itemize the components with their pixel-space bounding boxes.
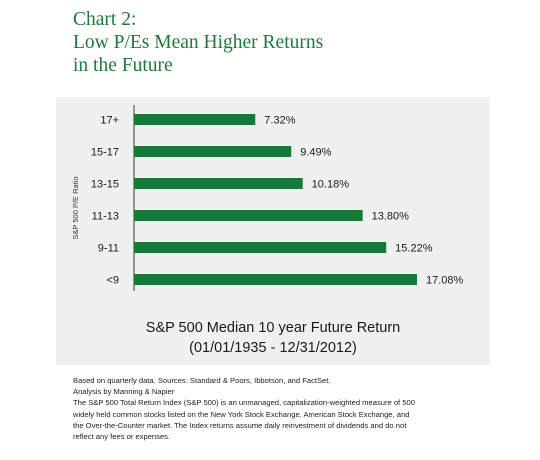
value-label: 15.22%: [395, 243, 433, 255]
category-label: 11-13: [92, 211, 119, 223]
category-label: 15-17: [91, 147, 119, 159]
y-axis-label: S&P 500 P/E Ratio: [71, 176, 80, 239]
bar-chart: S&P 500 P/E Ratio 17+ 7.32% 15-17 9.49% 13-15…: [71, 105, 464, 291]
footnote-line: the Over-the-Counter market. The Index r…: [73, 420, 407, 430]
bar: [134, 274, 417, 285]
category-label: 17+: [100, 115, 119, 127]
title-line-2: Low P/Es Mean Higher Returns: [73, 32, 324, 53]
title-line-3: in the Future: [73, 55, 173, 76]
x-axis-label-line-2: (01/01/1935 - 12/31/2012): [189, 340, 357, 356]
chart-panel: [56, 97, 490, 365]
value-label: 9.49%: [300, 147, 331, 159]
footnote-line: reflect any fees or expenses.: [73, 432, 171, 442]
value-label: 17.08%: [426, 275, 464, 287]
bar: [134, 242, 387, 253]
x-axis-label-line-1: S&P 500 Median 10 year Future Return: [145, 320, 401, 336]
category-label: 9-11: [98, 243, 119, 255]
footnote-line: Analysis by Manning & Napier: [73, 387, 175, 397]
value-label: 7.32%: [264, 115, 295, 127]
value-label: 10.18%: [312, 179, 350, 191]
footnote-line: Based on quarterly data. Sources: Standa…: [73, 376, 331, 385]
bar: [134, 178, 303, 189]
category-label: 13-15: [91, 179, 119, 191]
chart-title: Chart 2: Low P/Es Mean Higher Returns in…: [73, 8, 323, 77]
x-axis-label: S&P 500 Median 10 year Future Return (01…: [56, 318, 490, 358]
title-line-1: Chart 2:: [73, 9, 137, 30]
category-label: <9: [106, 275, 119, 287]
bar: [134, 114, 256, 125]
bar: [134, 146, 292, 157]
footnote-line: widely held common stocks listed on the …: [73, 409, 410, 419]
bar: [134, 210, 363, 221]
footnote-line: The S&P 500 Total Return Index (S&P 500)…: [73, 398, 415, 408]
footnotes: Based on quarterly data. Sources: Standa…: [73, 375, 513, 442]
value-label: 13.80%: [372, 211, 410, 223]
